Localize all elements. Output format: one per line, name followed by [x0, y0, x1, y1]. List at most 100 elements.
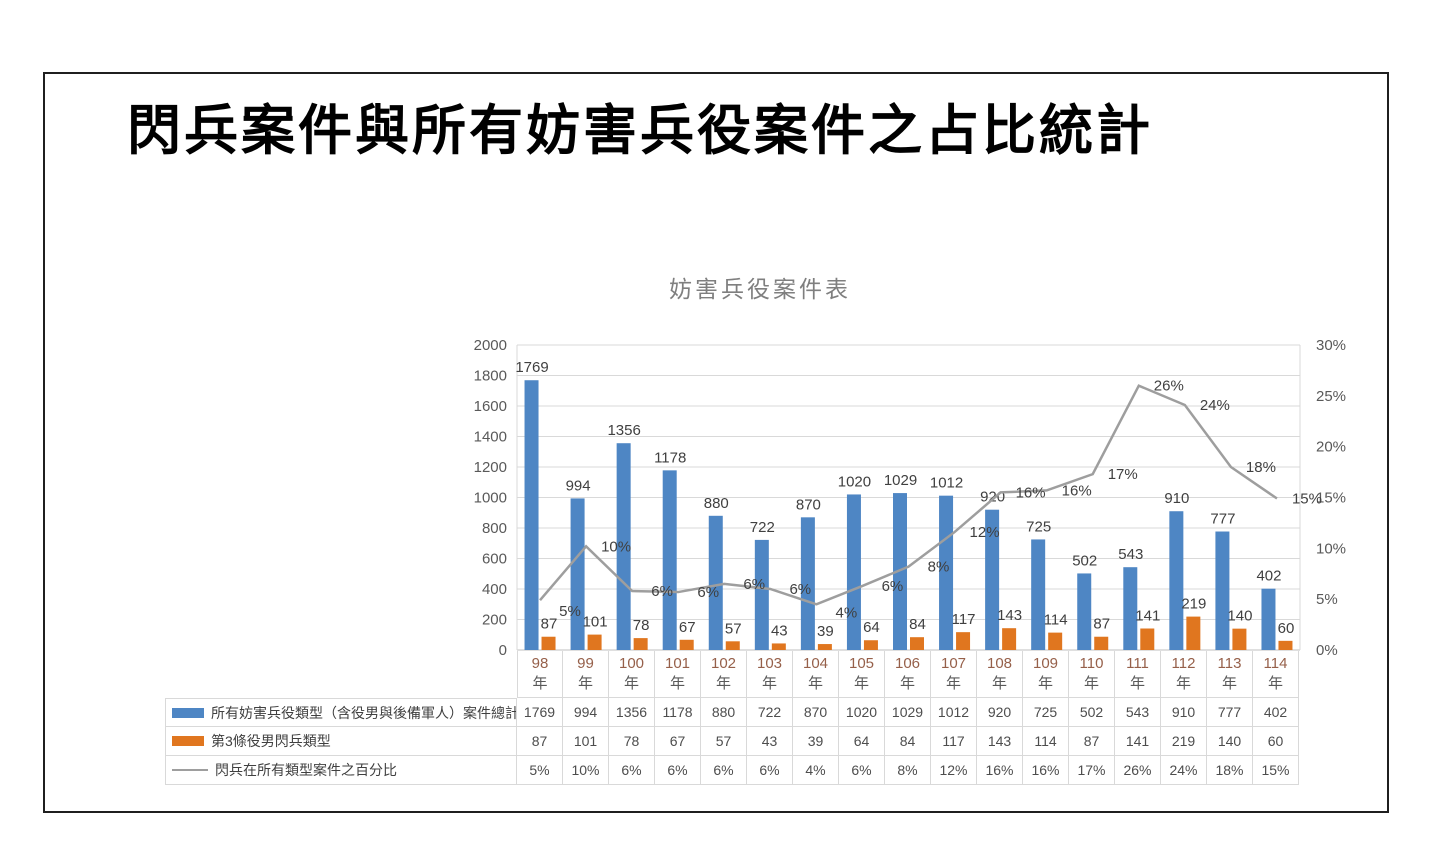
table-value-dodge-cases: 43 [747, 727, 793, 756]
legend-item-total-cases: 所有妨害兵役類型（含役男與後備軍人）案件總計 [165, 698, 517, 727]
dodge-cases-legend-swatch [172, 736, 204, 746]
year-number: 104 [802, 655, 829, 672]
table-value-dodge-cases: 219 [1161, 727, 1207, 756]
year-cell: 100 年 [609, 651, 655, 698]
year-cell: 108 年 [977, 651, 1023, 698]
year-number: 106 [894, 655, 921, 672]
table-value-total-cases: 402 [1253, 698, 1299, 727]
table-value-dodge-cases: 117 [931, 727, 977, 756]
table-value-dodge-percentage: 16% [977, 756, 1023, 785]
year-number: 111 [1126, 655, 1149, 672]
table-value-total-cases: 1020 [839, 698, 885, 727]
table-value-dodge-cases: 64 [839, 727, 885, 756]
table-value-dodge-cases: 101 [563, 727, 609, 756]
table-value-dodge-percentage: 4% [793, 756, 839, 785]
year-cell: 103 年 [747, 651, 793, 698]
table-value-total-cases: 1029 [885, 698, 931, 727]
year-suffix: 年 [532, 675, 548, 692]
year-cell: 114 年 [1253, 651, 1299, 698]
year-cell: 107 年 [931, 651, 977, 698]
table-value-dodge-percentage: 8% [885, 756, 931, 785]
year-number: 109 [1032, 655, 1059, 672]
year-number: 105 [848, 655, 875, 672]
table-value-dodge-cases: 140 [1207, 727, 1253, 756]
table-value-dodge-percentage: 26% [1115, 756, 1161, 785]
table-value-dodge-percentage: 6% [839, 756, 885, 785]
year-suffix: 年 [1221, 675, 1237, 692]
year-suffix: 年 [669, 675, 685, 692]
table-value-dodge-cases: 114 [1023, 727, 1069, 756]
year-number: 113 [1217, 655, 1242, 672]
table-value-total-cases: 1178 [655, 698, 701, 727]
table-value-dodge-cases: 84 [885, 727, 931, 756]
table-value-dodge-cases: 67 [655, 727, 701, 756]
data-table: 98 年 99 年 100 年 101 年 102 年 103 年 104 年 105 年 106 年 107 年 10… [165, 651, 1299, 785]
table-value-total-cases: 502 [1069, 698, 1115, 727]
table-value-dodge-cases: 87 [517, 727, 563, 756]
year-number: 112 [1171, 655, 1196, 672]
year-number: 103 [756, 655, 783, 672]
year-suffix: 年 [945, 675, 961, 692]
table-value-dodge-cases: 78 [609, 727, 655, 756]
year-number: 108 [986, 655, 1013, 672]
year-cell: 98 年 [517, 651, 563, 698]
year-suffix: 年 [1037, 675, 1053, 692]
year-suffix: 年 [623, 675, 639, 692]
year-cell: 102 年 [701, 651, 747, 698]
table-value-total-cases: 910 [1161, 698, 1207, 727]
table-value-total-cases: 722 [747, 698, 793, 727]
dodge-percentage-legend-label: 閃兵在所有類型案件之百分比 [215, 762, 397, 778]
year-suffix: 年 [1129, 675, 1145, 692]
year-number: 100 [618, 655, 645, 672]
table-value-dodge-percentage: 6% [747, 756, 793, 785]
year-cell: 109 年 [1023, 651, 1069, 698]
table-value-total-cases: 725 [1023, 698, 1069, 727]
table-value-total-cases: 777 [1207, 698, 1253, 727]
table-value-dodge-cases: 143 [977, 727, 1023, 756]
year-number: 99 [577, 655, 594, 672]
table-value-total-cases: 1769 [517, 698, 563, 727]
year-number: 107 [940, 655, 967, 672]
table-value-total-cases: 920 [977, 698, 1023, 727]
year-number: 102 [710, 655, 737, 672]
year-suffix: 年 [715, 675, 731, 692]
year-cell: 113 年 [1207, 651, 1253, 698]
year-suffix: 年 [853, 675, 869, 692]
table-value-total-cases: 1012 [931, 698, 977, 727]
year-cell: 112 年 [1161, 651, 1207, 698]
table-value-dodge-cases: 87 [1069, 727, 1115, 756]
table-value-total-cases: 1356 [609, 698, 655, 727]
dodge-percentage-legend-swatch [172, 768, 208, 772]
table-value-dodge-percentage: 12% [931, 756, 977, 785]
year-suffix: 年 [899, 675, 915, 692]
table-value-dodge-percentage: 17% [1069, 756, 1115, 785]
year-cell: 104 年 [793, 651, 839, 698]
year-cell: 106 年 [885, 651, 931, 698]
year-suffix: 年 [991, 675, 1007, 692]
table-value-dodge-cases: 141 [1115, 727, 1161, 756]
year-cell: 111 年 [1115, 651, 1161, 698]
table-value-dodge-percentage: 15% [1253, 756, 1299, 785]
legend-spacer [165, 651, 517, 698]
table-value-dodge-percentage: 10% [563, 756, 609, 785]
table-value-dodge-percentage: 24% [1161, 756, 1207, 785]
year-cell: 99 年 [563, 651, 609, 698]
table-value-total-cases: 994 [563, 698, 609, 727]
total-cases-legend-swatch [172, 707, 204, 718]
table-value-dodge-percentage: 6% [701, 756, 747, 785]
year-cell: 110 年 [1069, 651, 1115, 698]
table-value-total-cases: 543 [1115, 698, 1161, 727]
year-suffix: 年 [761, 675, 777, 692]
page-title: 閃兵案件與所有妨害兵役案件之占比統計 [127, 101, 1153, 161]
table-value-dodge-cases: 39 [793, 727, 839, 756]
year-suffix: 年 [577, 675, 593, 692]
table-value-total-cases: 870 [793, 698, 839, 727]
year-number: 98 [531, 655, 549, 672]
table-value-total-cases: 880 [701, 698, 747, 727]
year-suffix: 年 [807, 675, 823, 692]
chart-title: 妨害兵役案件表 [669, 276, 851, 302]
table-value-dodge-percentage: 5% [517, 756, 563, 785]
year-number: 110 [1079, 655, 1104, 672]
year-suffix: 年 [1083, 675, 1099, 692]
year-cell: 101 年 [655, 651, 701, 698]
